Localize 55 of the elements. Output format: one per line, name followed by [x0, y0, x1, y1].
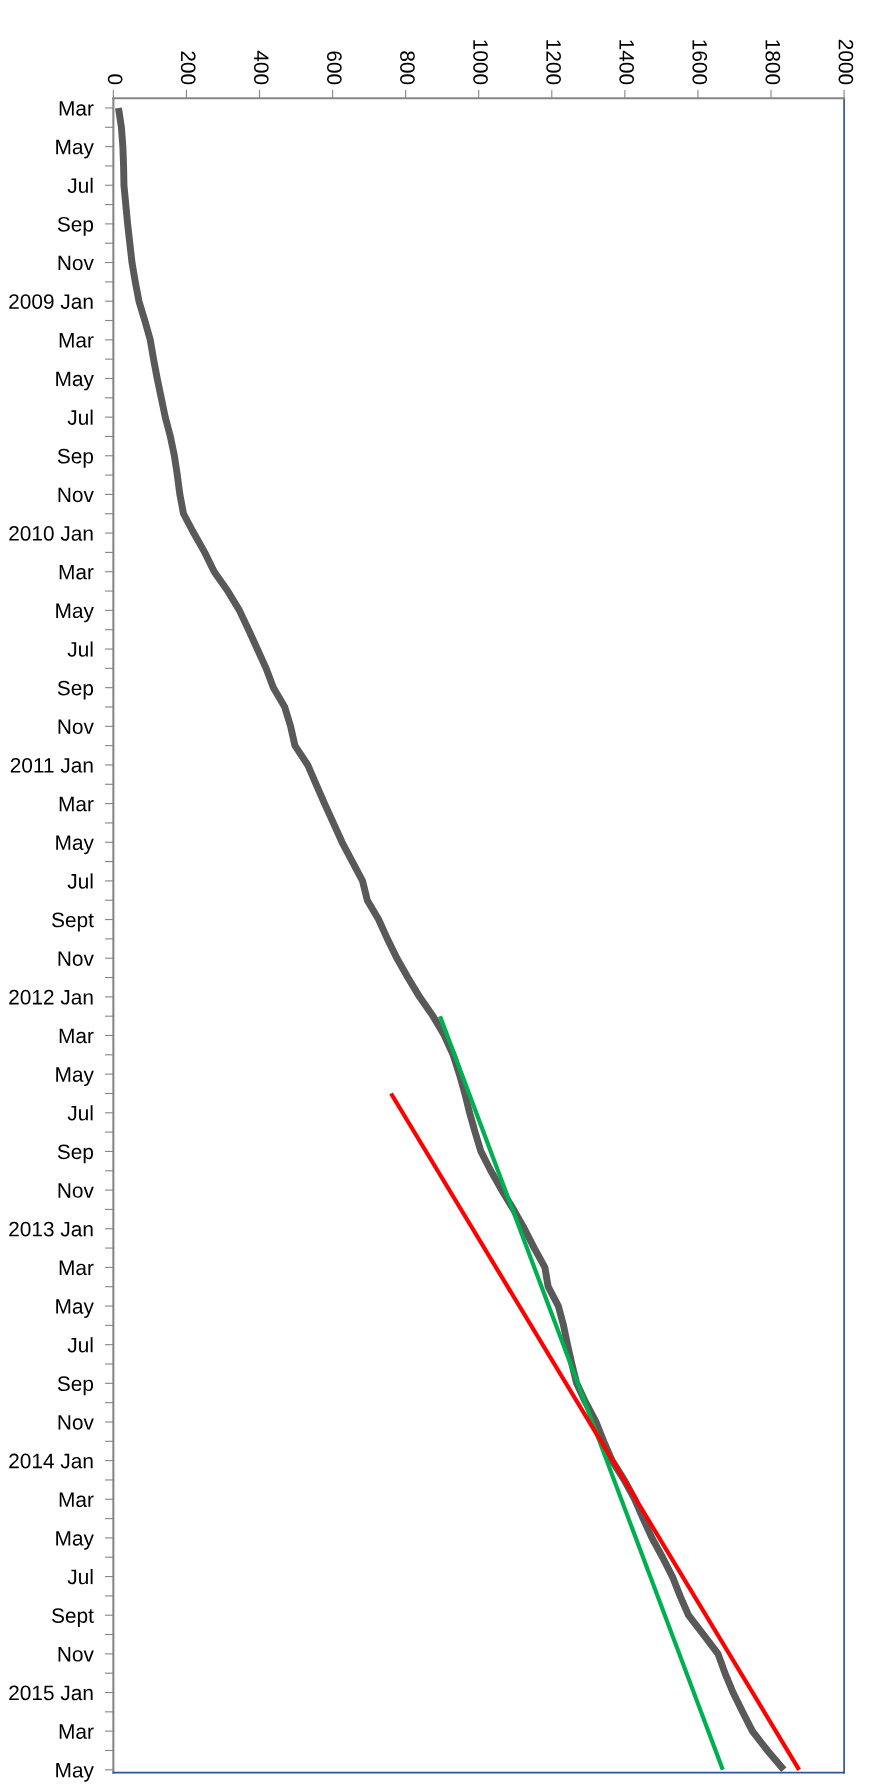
y-tick-label: 2012 Jan [9, 989, 93, 1005]
y-tick-label: 2015 Jan [9, 1685, 93, 1701]
y-tick-label: May [56, 1531, 94, 1550]
x-tick-label: 1000 [473, 40, 488, 85]
y-tick-label: Sept [52, 1608, 94, 1628]
y-tick-label: Nov [58, 1183, 94, 1198]
y-tick-label: Sep [57, 1376, 94, 1396]
y-tick-label: Mar [59, 1724, 94, 1739]
x-tick-label: 0 [107, 74, 123, 85]
y-tick-label: 2009 Jan [9, 294, 93, 309]
y-tick-label: Jul [67, 409, 93, 425]
y-tick-label: May [56, 835, 94, 855]
x-tick-label: 1800 [765, 40, 781, 85]
y-tick-label: Jul [67, 873, 93, 889]
y-tick-label: May [56, 1763, 94, 1782]
y-tick-label: Jul [67, 641, 93, 657]
y-tick-label: May [56, 139, 94, 159]
y-tick-label: Nov [58, 719, 94, 735]
y-tick-label: Mar [59, 1260, 94, 1276]
y-tick-label: Sep [57, 680, 94, 700]
y-tick-label: Nov [58, 255, 94, 271]
y-tick-label: Nov [58, 487, 94, 503]
y-tick-label: Mar [59, 1028, 94, 1044]
x-tick-label: 400 [253, 50, 269, 85]
x-tick-label: 1200 [546, 40, 561, 85]
y-tick-label: Sep [57, 448, 94, 468]
y-tick-label: 2011 Jan [10, 757, 93, 773]
y-tick-label: Jul [67, 1337, 93, 1353]
y-tick-label: May [56, 1299, 94, 1318]
y-tick-label: May [56, 1067, 94, 1087]
x-tick-label: 600 [326, 51, 342, 85]
y-tick-label: 2010 Jan [9, 526, 93, 541]
y-tick-label: Sep [57, 216, 94, 236]
y-tick-label: Nov [58, 1647, 94, 1662]
y-tick-label: Mar [59, 333, 94, 348]
x-tick-label: 2000 [838, 39, 854, 85]
y-tick-label: Sep [57, 1144, 94, 1164]
y-tick-label: Mar [59, 101, 94, 116]
y-tick-label: Mar [59, 796, 94, 812]
y-tick-label: Jul [67, 1105, 93, 1121]
y-tick-label: Jul [67, 177, 93, 193]
x-tick-label: 200 [180, 51, 196, 85]
y-tick-label: May [56, 603, 94, 623]
y-tick-label: May [56, 371, 94, 391]
x-tick-label: 800 [400, 51, 415, 85]
y-tick-label: Jul [67, 1569, 93, 1585]
y-tick-label: Mar [59, 564, 94, 580]
y-tick-label: 2014 Jan [9, 1453, 93, 1469]
y-tick-label: Sept [52, 912, 94, 932]
x-tick-label: 1600 [692, 40, 708, 85]
y-tick-label: Nov [58, 1415, 94, 1430]
y-tick-label: Mar [59, 1492, 94, 1508]
y-tick-label: 2013 Jan [9, 1221, 93, 1237]
x-tick-label: 1400 [619, 40, 635, 85]
y-tick-label: Nov [58, 951, 94, 966]
